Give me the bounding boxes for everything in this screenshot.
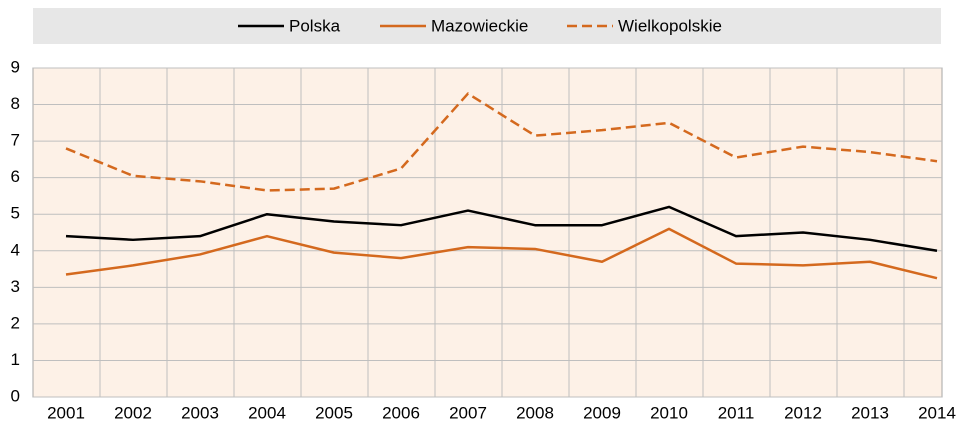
- x-tick-label: 2002: [114, 403, 152, 421]
- x-tick-label: 2012: [784, 403, 822, 421]
- y-tick-label: 6: [11, 167, 20, 186]
- x-tick-label: 2003: [181, 403, 219, 421]
- x-tick-label: 2014: [918, 403, 956, 421]
- series-line: [65, 227, 938, 280]
- x-tick-label: 2009: [583, 403, 621, 421]
- legend-label: Polska: [289, 16, 341, 35]
- legend-label: Mazowieckie: [431, 16, 528, 35]
- y-tick-label: 5: [11, 204, 20, 223]
- y-tick-label: 9: [11, 57, 20, 76]
- series-line: [65, 92, 938, 192]
- y-tick-label: 3: [11, 277, 20, 296]
- series-line: [65, 205, 938, 253]
- x-tick-label: 2008: [516, 403, 554, 421]
- y-tick-label: 2: [11, 313, 20, 332]
- x-tick-label: 2006: [382, 403, 420, 421]
- y-tick-label: 4: [11, 240, 20, 259]
- x-tick-label: 2013: [851, 403, 889, 421]
- y-tick-label: 0: [11, 386, 20, 405]
- x-tick-label: 2011: [718, 403, 755, 421]
- y-tick-label: 8: [11, 94, 20, 113]
- x-tick-label: 2001: [47, 403, 85, 421]
- legend-box: [33, 8, 941, 44]
- y-tick-label: 7: [11, 131, 20, 150]
- legend-label: Wielkopolskie: [618, 16, 722, 35]
- x-tick-label: 2005: [315, 403, 353, 421]
- x-tick-label: 2010: [650, 403, 688, 421]
- x-tick-label: 2004: [248, 403, 286, 421]
- x-tick-label: 2007: [449, 403, 487, 421]
- y-tick-label: 1: [11, 350, 20, 369]
